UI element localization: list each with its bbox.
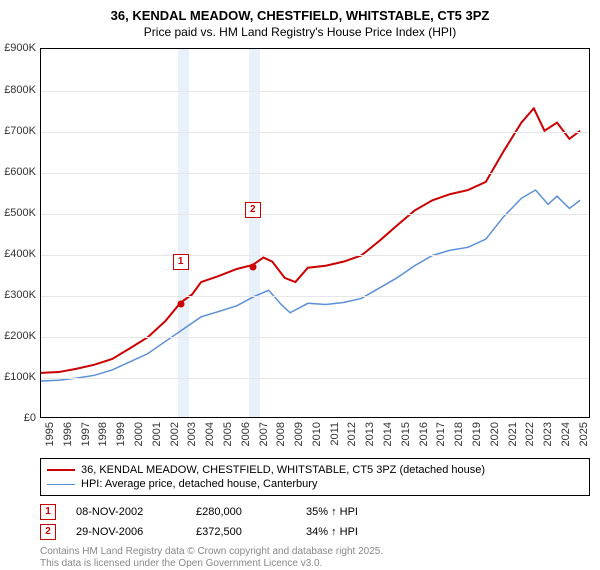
x-tick-label: 2015 [400, 422, 412, 446]
y-tick-label: £700K [4, 125, 36, 137]
legend-box: 36, KENDAL MEADOW, CHESTFIELD, WHITSTABL… [40, 458, 590, 496]
x-tick-label: 1997 [80, 422, 92, 446]
x-tick-label: 2012 [346, 422, 358, 446]
footer-line2: This data is licensed under the Open Gov… [40, 558, 590, 570]
y-tick-label: £500K [4, 207, 36, 219]
y-tick-label: £600K [4, 166, 36, 178]
gridline [41, 173, 589, 174]
legend-item: 36, KENDAL MEADOW, CHESTFIELD, WHITSTABL… [47, 463, 583, 477]
y-tick-label: £300K [4, 289, 36, 301]
sale-date: 29-NOV-2006 [76, 526, 176, 538]
legend-label: 36, KENDAL MEADOW, CHESTFIELD, WHITSTABL… [81, 464, 485, 476]
x-tick-label: 2002 [169, 422, 181, 446]
sale-row: 1 08-NOV-2002 £280,000 35% ↑ HPI [40, 502, 590, 522]
x-tick-label: 1999 [115, 422, 127, 446]
x-tick-label: 2004 [204, 422, 216, 446]
y-tick-label: £0 [24, 412, 36, 424]
gridline [41, 132, 589, 133]
y-tick-label: £400K [4, 248, 36, 260]
gridline [41, 296, 589, 297]
footer-attribution: Contains HM Land Registry data © Crown c… [40, 546, 590, 570]
chart-title-block: 36, KENDAL MEADOW, CHESTFIELD, WHITSTABL… [0, 0, 600, 44]
y-tick-label: £100K [4, 371, 36, 383]
plot-area: 12 [40, 48, 590, 418]
x-tick-label: 2018 [453, 422, 465, 446]
y-axis: £0£100K£200K£300K£400K£500K£600K£700K£80… [2, 48, 38, 418]
x-tick-label: 2014 [382, 422, 394, 446]
sale-row: 2 29-NOV-2006 £372,500 34% ↑ HPI [40, 522, 590, 542]
chart-area: £0£100K£200K£300K£400K£500K£600K£700K£80… [40, 48, 590, 418]
sale-price: £372,500 [196, 526, 286, 538]
x-tick-label: 2025 [578, 422, 590, 446]
x-tick-label: 2016 [418, 422, 430, 446]
y-tick-label: £900K [4, 42, 36, 54]
x-tick-label: 2010 [311, 422, 323, 446]
gridline [41, 378, 589, 379]
x-tick-label: 2000 [133, 422, 145, 446]
legend-item: HPI: Average price, detached house, Cant… [47, 477, 583, 491]
x-tick-label: 2024 [560, 422, 572, 446]
x-tick-label: 2013 [364, 422, 376, 446]
x-tick-label: 2017 [435, 422, 447, 446]
x-tick-label: 2011 [329, 422, 341, 446]
chart-svg [41, 49, 589, 417]
sale-price: £280,000 [196, 506, 286, 518]
legend-label: HPI: Average price, detached house, Cant… [81, 478, 317, 490]
x-tick-label: 1995 [44, 422, 56, 446]
y-tick-label: £200K [4, 330, 36, 342]
x-tick-label: 2019 [471, 422, 483, 446]
x-tick-label: 2006 [240, 422, 252, 446]
x-tick-label: 2021 [507, 422, 519, 446]
sale-row-marker: 1 [40, 504, 56, 520]
x-tick-label: 2007 [258, 422, 270, 446]
x-tick-label: 2001 [151, 422, 163, 446]
x-axis: 1995 1996 1997 1998 1999 2000 2001 2002 2003 2004… [40, 420, 590, 448]
sale-delta: 34% ↑ HPI [306, 526, 358, 538]
x-tick-label: 2022 [524, 422, 536, 446]
x-tick-label: 2009 [293, 422, 305, 446]
x-tick-label: 1996 [62, 422, 74, 446]
gridline [41, 255, 589, 256]
sale-date: 08-NOV-2002 [76, 506, 176, 518]
footer-line1: Contains HM Land Registry data © Crown c… [40, 546, 590, 558]
series-line-price_paid [41, 109, 580, 374]
sale-marker-box: 1 [173, 254, 189, 270]
chart-title-line2: Price paid vs. HM Land Registry's House … [10, 25, 590, 41]
gridline [41, 91, 589, 92]
gridline [41, 337, 589, 338]
x-tick-label: 2023 [542, 422, 554, 446]
y-tick-label: £800K [4, 84, 36, 96]
sale-dot [249, 263, 256, 270]
x-tick-label: 2005 [222, 422, 234, 446]
sale-delta: 35% ↑ HPI [306, 506, 358, 518]
x-tick-label: 2020 [489, 422, 501, 446]
x-tick-label: 1998 [97, 422, 109, 446]
x-tick-label: 2008 [275, 422, 287, 446]
sale-row-marker: 2 [40, 524, 56, 540]
x-tick-label: 2003 [186, 422, 198, 446]
sales-table: 1 08-NOV-2002 £280,000 35% ↑ HPI 2 29-NOV-200… [40, 502, 590, 542]
gridline [41, 214, 589, 215]
chart-title-line1: 36, KENDAL MEADOW, CHESTFIELD, WHITSTABL… [10, 8, 590, 25]
sale-dot [177, 301, 184, 308]
legend-swatch [47, 484, 75, 485]
legend-swatch [47, 469, 75, 471]
sale-marker-box: 2 [245, 202, 261, 218]
